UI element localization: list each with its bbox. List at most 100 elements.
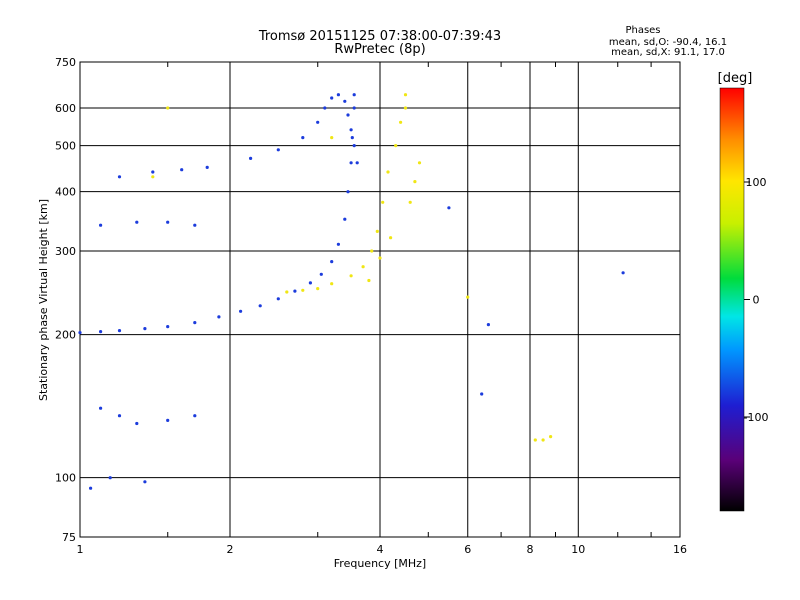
data-point-o-mode [336,242,340,246]
data-point-o-mode [117,414,122,418]
data-point-x-mode [151,175,155,179]
data-point-x-mode [466,295,470,299]
data-point-x-mode [330,136,334,140]
data-point-o-mode [143,480,147,484]
data-point-o-mode [447,206,451,210]
data-point-o-mode [89,486,93,490]
data-point-o-mode [323,106,327,110]
x-tick-label: 1 [77,543,84,556]
data-point-o-mode [99,223,103,227]
data-point-o-mode [108,476,112,480]
data-point-o-mode [99,330,103,334]
colorbar-tick-label: 100 [746,176,767,189]
data-point-x-mode [389,236,393,240]
data-point-o-mode [319,272,323,276]
data-point-o-mode [486,323,490,327]
y-tick-label: 500 [55,140,76,153]
data-point-o-mode [78,331,82,335]
x-tick-label: 16 [673,543,687,556]
colorbar-tick-label: 0 [753,294,760,307]
data-point-x-mode [408,200,412,204]
data-point-o-mode [352,93,356,97]
data-point-o-mode [349,128,353,132]
chart-title: Tromsø 20151125 07:38:00-07:39:43 [258,29,501,44]
data-point-x-mode [316,287,320,291]
data-point-o-mode [350,136,354,140]
x-tick-label: 2 [227,543,234,556]
data-point-o-mode [352,106,356,110]
data-point-x-mode [330,282,334,286]
data-point-o-mode [276,297,280,301]
data-point-x-mode [285,290,289,294]
data-point-o-mode [193,321,197,325]
data-point-o-mode [346,113,350,117]
data-point-o-mode [330,96,334,100]
data-point-x-mode [403,106,408,110]
x-axis: 1 2 4 6 8 10 16 [77,62,687,556]
data-point-o-mode [258,304,262,308]
data-point-o-mode [143,327,147,331]
data-point-x-mode [375,229,379,233]
colorbar-label: [deg] [718,71,753,86]
data-point-o-mode [135,421,139,426]
data-point-x-mode [549,435,553,439]
data-point-o-mode [346,190,350,194]
colorbar-ticks: 100 0 -100 [744,176,769,424]
x-tick-label: 8 [527,543,534,556]
data-point-o-mode [135,220,139,224]
y-axis-label: Stationary phase Virtual Height [km] [37,199,50,401]
chart-subtitle: RwPretec (8p) [334,42,425,57]
data-point-x-mode [349,274,353,278]
data-points [78,93,625,490]
data-point-o-mode [293,289,297,293]
data-point-o-mode [308,281,312,285]
data-point-x-mode [381,200,385,204]
data-point-o-mode [330,260,334,264]
x-tick-label: 6 [464,543,471,556]
x-axis-label: Frequency [MHz] [334,557,426,570]
x-tick-label: 10 [571,543,585,556]
data-point-x-mode [533,438,537,442]
data-point-o-mode [166,220,170,224]
y-tick-label: 400 [55,186,76,199]
y-tick-label: 750 [55,56,76,69]
data-point-x-mode [361,265,365,269]
data-point-o-mode [239,309,243,313]
y-tick-label: 200 [55,329,76,342]
data-point-o-mode [217,315,221,319]
data-point-o-mode [99,406,103,410]
data-point-x-mode [417,161,422,165]
y-tick-label: 75 [62,531,76,544]
colorbar [719,87,745,512]
data-point-o-mode [193,223,197,227]
data-point-x-mode [541,438,545,442]
data-point-x-mode [394,144,398,148]
stats-heading: Phases [625,25,660,36]
data-point-o-mode [249,156,253,160]
data-point-o-mode [352,144,356,148]
data-point-o-mode [117,175,122,179]
data-point-o-mode [480,392,484,396]
data-point-o-mode [166,325,170,329]
data-point-o-mode [343,99,347,103]
data-point-o-mode [343,217,347,221]
data-point-x-mode [413,180,417,184]
data-point-x-mode [403,93,408,97]
y-tick-label: 100 [55,472,76,485]
data-point-o-mode [621,271,625,275]
data-point-o-mode [301,136,305,140]
data-point-o-mode [349,161,353,165]
data-point-o-mode [355,161,359,165]
colorbar-tick-label: -100 [744,411,769,424]
stats-x-mode: mean, sd,X: 91.1, 17.0 [611,47,725,58]
stats-o-mode: mean, sd,O: -90.4, 16.1 [609,37,727,48]
data-point-x-mode [378,256,382,260]
data-point-x-mode [301,288,305,292]
data-point-x-mode [367,278,371,283]
data-point-o-mode [316,120,320,124]
y-tick-label: 300 [55,245,76,258]
y-tick-label: 600 [55,102,76,115]
data-point-o-mode [336,93,340,97]
data-point-x-mode [166,106,170,110]
